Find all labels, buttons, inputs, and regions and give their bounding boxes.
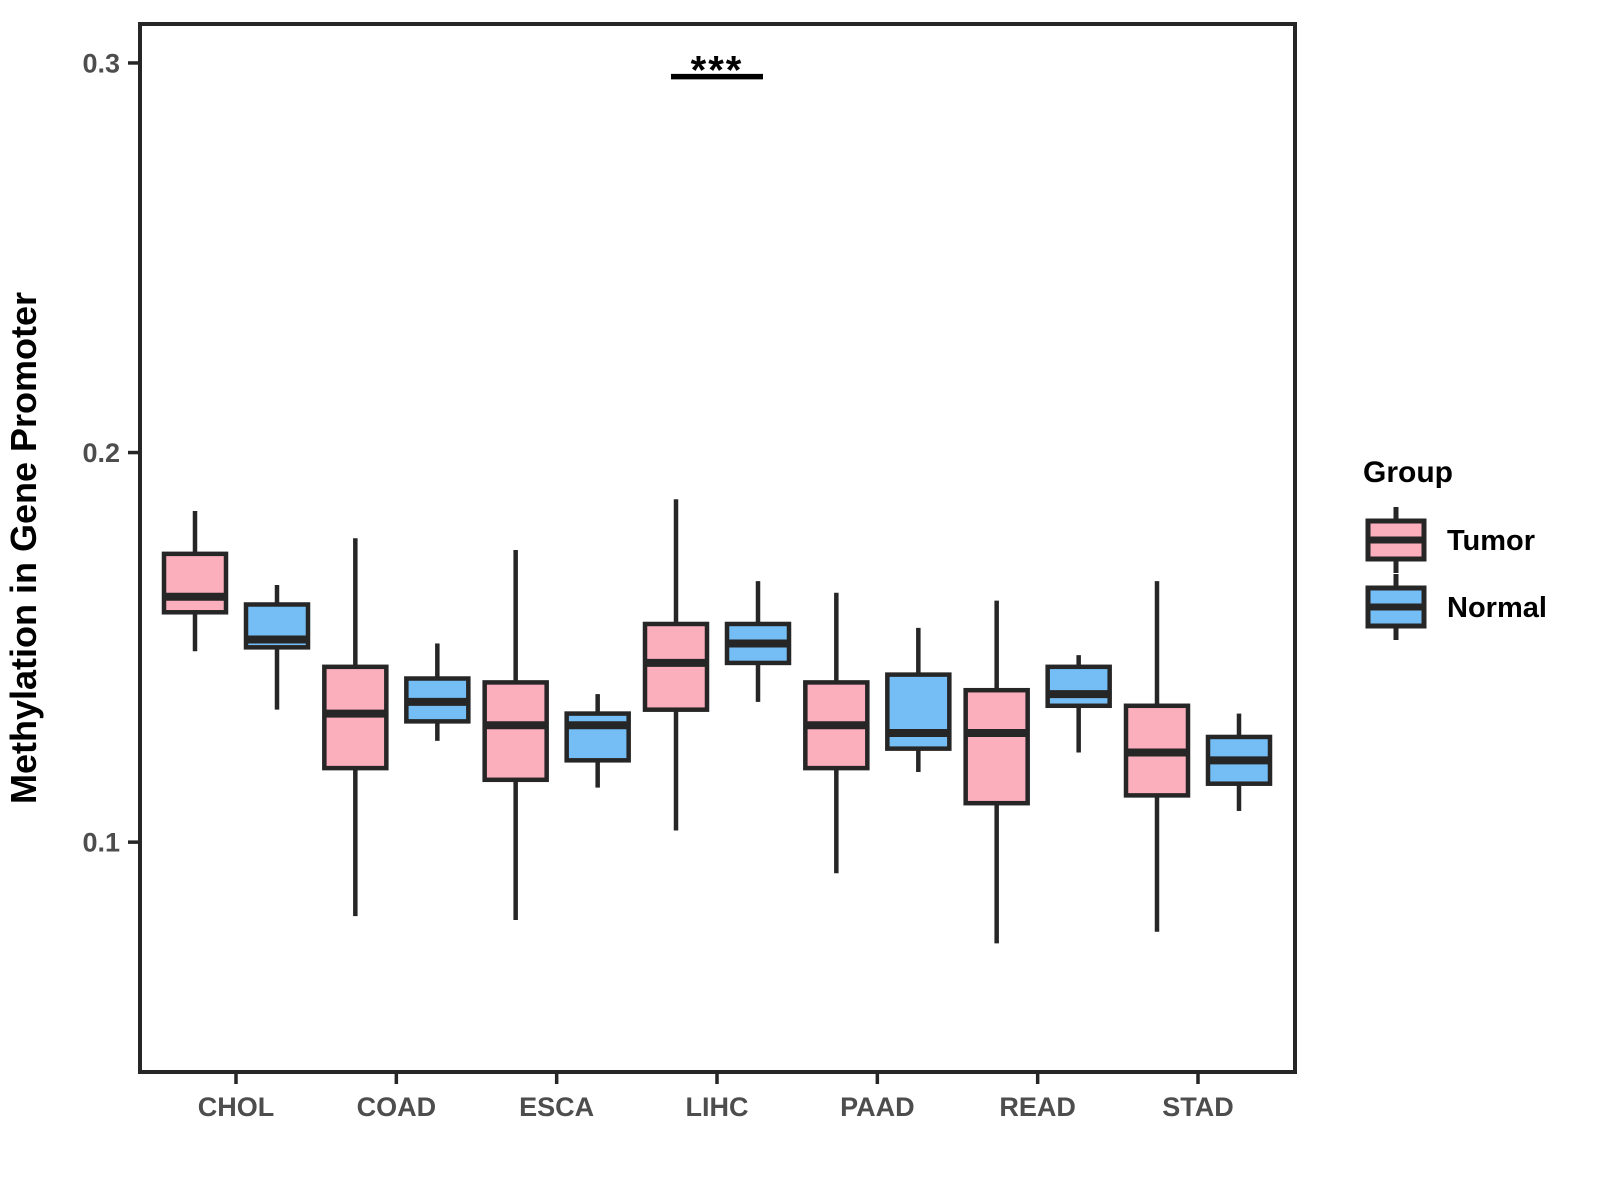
boxplot-lihc-normal [724, 581, 792, 702]
iqr-box [161, 551, 229, 615]
boxplot-coad-tumor [322, 538, 389, 917]
iqr-box [1045, 664, 1112, 709]
boxplot-esca-normal [564, 694, 631, 788]
boxplot-read-tumor [963, 600, 1030, 944]
legend-entries: Tumor Normal [1365, 507, 1547, 640]
legend-title: Group [1363, 456, 1453, 489]
boxplot-chol-normal [243, 585, 311, 710]
boxplot-esca-tumor [482, 549, 549, 921]
boxplot-stad-normal [1205, 713, 1273, 811]
panel-border [138, 22, 1297, 1074]
boxplot-lihc-tumor [642, 499, 710, 831]
iqr-box [564, 711, 631, 763]
boxplot-read-normal [1045, 655, 1112, 753]
x-tick-label-stad: STAD [1162, 1092, 1234, 1122]
plot-area: 0.3 0.2 0.1 CHOL COAD ESCA LIHC PAAD READ STAD *** [82, 22, 1297, 1122]
boxplot-paad-tumor [803, 592, 870, 874]
legend-label-normal: Normal [1447, 592, 1547, 624]
x-tick-label-coad: COAD [357, 1092, 437, 1122]
legend-entry-tumor: Tumor [1365, 507, 1535, 573]
y-tick-label: 0.1 [82, 828, 120, 858]
boxplot-chol-tumor [161, 510, 229, 652]
x-tick-label-chol: CHOL [198, 1092, 275, 1122]
legend-entry-normal: Normal [1365, 574, 1547, 640]
x-tick-label-lihc: LIHC [685, 1092, 748, 1122]
iqr-box [885, 672, 952, 751]
y-tick-label: 0.2 [82, 438, 120, 468]
legend: Group Tumor Normal [1363, 456, 1547, 640]
boxplot-paad-normal [885, 627, 952, 773]
y-axis-title: Methylation in Gene Promoter [3, 292, 44, 804]
x-tick-label-read: READ [999, 1092, 1076, 1122]
x-tick-label-paad: PAAD [840, 1092, 915, 1122]
x-tick-label-esca: ESCA [519, 1092, 594, 1122]
iqr-box [963, 687, 1030, 806]
boxplot-stad-tumor [1123, 581, 1191, 932]
legend-label-tumor: Tumor [1447, 525, 1535, 557]
iqr-box [482, 680, 549, 783]
boxplot-coad-normal [404, 643, 471, 741]
significance-stars: *** [691, 49, 744, 93]
y-tick-label: 0.3 [82, 48, 120, 78]
